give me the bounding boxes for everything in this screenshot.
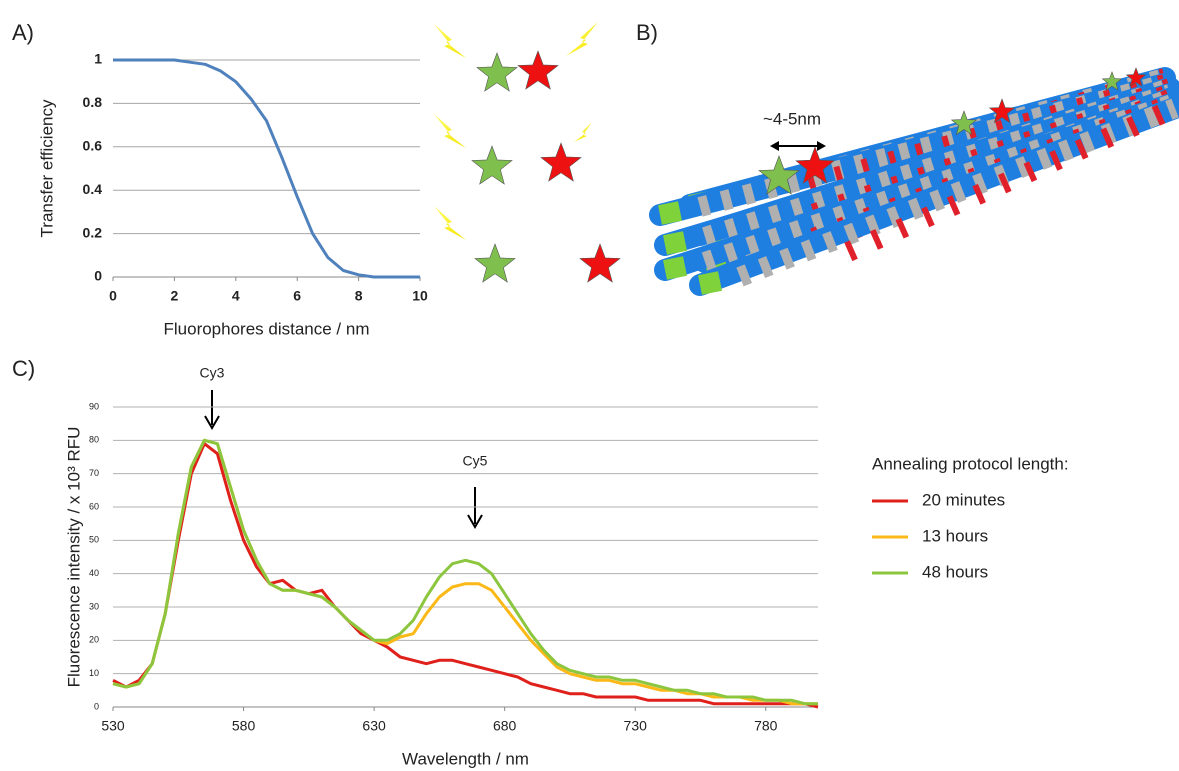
y-tick-label: 0.2 bbox=[83, 224, 103, 240]
y-tick-label: 0.8 bbox=[83, 94, 103, 110]
y-axis-title: Fluorescence intensity / x 10³ RFU bbox=[64, 427, 83, 688]
x-tick-label: 580 bbox=[232, 718, 256, 734]
x-tick-label: 730 bbox=[624, 718, 648, 734]
legend-label: 20 minutes bbox=[922, 490, 1005, 509]
x-tick-label: 780 bbox=[754, 718, 778, 734]
lightning bbox=[574, 122, 592, 142]
y-tick-label: 10 bbox=[89, 668, 99, 678]
star bbox=[1101, 71, 1123, 91]
star bbox=[758, 155, 800, 195]
x-axis-title: Fluorophores distance / nm bbox=[164, 319, 370, 338]
y-tick-label: 0.6 bbox=[83, 138, 103, 154]
y-tick-label: 40 bbox=[89, 568, 99, 578]
star bbox=[517, 50, 559, 90]
legend-label: 48 hours bbox=[922, 562, 988, 581]
star bbox=[1125, 67, 1147, 87]
y-tick-label: 20 bbox=[89, 635, 99, 645]
chart: 0 10 20 30 40 50 60 70 80 90 530 580 630 680 730 780 Wav… bbox=[64, 401, 1068, 768]
tube-end bbox=[698, 271, 722, 295]
distance-label: ~4-5nm bbox=[763, 109, 821, 128]
x-tick-label: 6 bbox=[293, 288, 301, 304]
y-tick-label: 0 bbox=[94, 701, 99, 711]
lightning bbox=[434, 24, 466, 58]
x-tick-label: 2 bbox=[171, 288, 179, 304]
annotation: Cy5 bbox=[463, 453, 488, 469]
tube-end bbox=[658, 201, 682, 225]
tube-end bbox=[663, 231, 687, 255]
annotation-arrow bbox=[204, 390, 220, 430]
data-line bbox=[112, 442, 819, 709]
x-tick-label: 8 bbox=[355, 288, 363, 304]
star bbox=[988, 98, 1016, 124]
lightning bbox=[566, 22, 598, 56]
y-tick-label: 80 bbox=[89, 435, 99, 445]
star bbox=[471, 145, 513, 185]
fret-illustration: ~4-5nm bbox=[434, 22, 1147, 283]
legend-title: Annealing protocol length: bbox=[872, 454, 1069, 473]
x-tick-label: 680 bbox=[493, 718, 517, 734]
x-axis-title: Wavelength / nm bbox=[402, 749, 529, 768]
star bbox=[476, 52, 518, 92]
y-tick-label: 60 bbox=[89, 501, 99, 511]
y-tick-label: 30 bbox=[89, 601, 99, 611]
data-line bbox=[112, 438, 818, 706]
y-tick-label: 90 bbox=[89, 401, 99, 411]
tube-end bbox=[663, 256, 687, 280]
legend-label: 13 hours bbox=[922, 526, 988, 545]
annotation-arrow bbox=[467, 487, 483, 529]
panel-label: A) bbox=[12, 20, 34, 45]
y-tick-label: 1 bbox=[94, 51, 102, 67]
y-axis-title: Transfer efficiency bbox=[37, 99, 56, 237]
x-tick-label: 4 bbox=[232, 288, 240, 304]
star bbox=[950, 110, 978, 136]
star bbox=[579, 243, 621, 283]
tube-stripe bbox=[825, 98, 1179, 270]
x-tick-label: 530 bbox=[101, 718, 125, 734]
lightning bbox=[434, 206, 466, 240]
star bbox=[795, 146, 835, 184]
dna-bundle bbox=[649, 67, 1179, 296]
panel-label: C) bbox=[12, 356, 35, 381]
star bbox=[474, 243, 516, 283]
y-tick-label: 70 bbox=[89, 468, 99, 478]
y-tick-label: 0 bbox=[94, 268, 102, 284]
x-tick-label: 10 bbox=[412, 288, 428, 304]
tube-stripe bbox=[736, 98, 1179, 287]
star bbox=[540, 142, 582, 182]
x-tick-label: 630 bbox=[362, 718, 386, 734]
x-tick-label: 0 bbox=[109, 288, 117, 304]
panel-label: B) bbox=[636, 20, 658, 45]
y-tick-label: 0.4 bbox=[83, 181, 103, 197]
data-line bbox=[113, 58, 420, 279]
lightning bbox=[434, 114, 466, 148]
y-tick-label: 50 bbox=[89, 535, 99, 545]
annotation: Cy3 bbox=[200, 365, 225, 381]
